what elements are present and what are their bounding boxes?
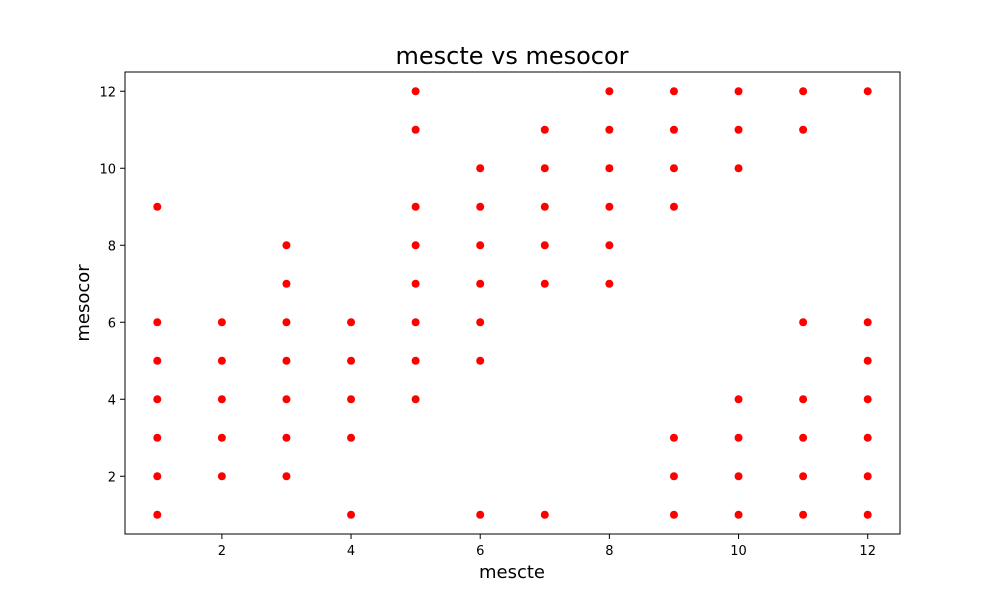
scatter-point (863, 433, 872, 442)
x-tick-label: 10 (730, 544, 747, 559)
scatter-point (540, 164, 549, 173)
x-tick-label: 4 (347, 544, 355, 559)
data-points (153, 87, 872, 519)
scatter-point (799, 395, 808, 404)
scatter-point (347, 318, 356, 327)
x-tick-label: 2 (218, 544, 226, 559)
y-tick-label: 12 (99, 85, 116, 100)
scatter-point (669, 164, 678, 173)
scatter-point (411, 395, 420, 404)
x-tick-label: 8 (605, 544, 613, 559)
scatter-point (476, 510, 485, 519)
scatter-point (282, 433, 291, 442)
scatter-point (153, 356, 162, 365)
scatter-point (282, 356, 291, 365)
scatter-point (347, 395, 356, 404)
scatter-point (605, 87, 614, 96)
scatter-point (734, 472, 743, 481)
scatter-point (863, 87, 872, 96)
y-tick-label: 6 (108, 316, 116, 331)
scatter-point (863, 356, 872, 365)
scatter-point (863, 395, 872, 404)
scatter-point (282, 472, 291, 481)
plot-frame (124, 71, 901, 535)
scatter-point (605, 241, 614, 250)
scatter-point (540, 279, 549, 288)
scatter-point (153, 433, 162, 442)
scatter-point (217, 433, 226, 442)
scatter-point (540, 125, 549, 134)
scatter-point (734, 87, 743, 96)
scatter-point (605, 125, 614, 134)
scatter-point (282, 395, 291, 404)
scatter-point (734, 433, 743, 442)
scatter-point (669, 87, 678, 96)
scatter-point (605, 279, 614, 288)
y-axis-label: mesocor (73, 264, 94, 342)
scatter-point (669, 510, 678, 519)
scatter-point (153, 510, 162, 519)
scatter-point (153, 318, 162, 327)
scatter-point (476, 164, 485, 173)
scatter-point (863, 318, 872, 327)
scatter-point (669, 125, 678, 134)
scatter-point (153, 202, 162, 211)
scatter-point (799, 472, 808, 481)
scatter-point (799, 510, 808, 519)
scatter-point (347, 356, 356, 365)
scatter-point (217, 395, 226, 404)
scatter-point (799, 318, 808, 327)
axis-ticks: 2 4 6 8 10 12 2 4 6 8 10 12 (99, 85, 876, 559)
scatter-point (476, 318, 485, 327)
scatter-point (605, 202, 614, 211)
scatter-point (282, 279, 291, 288)
scatter-point (734, 395, 743, 404)
x-tick-label: 12 (859, 544, 876, 559)
scatter-point (411, 318, 420, 327)
scatter-point (411, 125, 420, 134)
x-tick-label: 6 (476, 544, 484, 559)
scatter-point (734, 164, 743, 173)
scatter-point (669, 472, 678, 481)
scatter-point (863, 510, 872, 519)
scatter-point (411, 202, 420, 211)
scatter-point (411, 241, 420, 250)
scatter-point (476, 279, 485, 288)
scatter-point (282, 318, 291, 327)
scatter-point (476, 202, 485, 211)
scatter-point (476, 241, 485, 250)
scatter-point (411, 87, 420, 96)
scatter-point (411, 356, 420, 365)
scatter-point (540, 241, 549, 250)
chart-title: mescte vs mesocor (395, 42, 628, 70)
scatter-point (217, 356, 226, 365)
scatter-point (799, 125, 808, 134)
scatter-point (347, 510, 356, 519)
scatter-point (411, 279, 420, 288)
y-tick-label: 10 (99, 162, 116, 177)
scatter-point (217, 318, 226, 327)
scatter-point (669, 202, 678, 211)
scatter-point (734, 125, 743, 134)
y-tick-label: 2 (108, 470, 116, 485)
x-axis-label: mescte (479, 562, 545, 583)
scatter-point (153, 395, 162, 404)
scatter-point (799, 433, 808, 442)
scatter-point (734, 510, 743, 519)
scatter-point (540, 202, 549, 211)
scatter-point (540, 510, 549, 519)
scatter-point (347, 433, 356, 442)
scatter-point (669, 433, 678, 442)
scatter-point (282, 241, 291, 250)
scatter-point (217, 472, 226, 481)
scatter-point (863, 472, 872, 481)
scatter-point (476, 356, 485, 365)
y-tick-label: 8 (108, 239, 116, 254)
scatter-point (605, 164, 614, 173)
scatter-point (153, 472, 162, 481)
y-tick-label: 4 (108, 393, 116, 408)
scatter-point (799, 87, 808, 96)
